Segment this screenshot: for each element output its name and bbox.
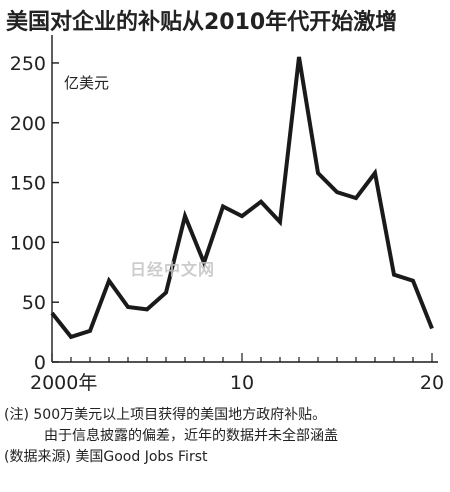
chart-axes: [51, 35, 438, 363]
x-tick-label: 20: [420, 372, 444, 394]
y-tick-label: 50: [22, 292, 46, 314]
x-tick-label: 10: [230, 372, 254, 394]
x-axis-ticks: 2000年 10 20: [30, 353, 444, 394]
series-line: [50, 56, 434, 340]
line-chart: 0 50 100 150 200 250 2000年 10 20 亿美元: [10, 35, 444, 394]
y-tick-label: 150: [10, 173, 46, 195]
footnotes: (注) 500万美元以上项目获得的美国地方政府补贴。 由于信息披露的偏差，近年的…: [4, 405, 338, 468]
source-line: (数据来源) 美国Good Jobs First: [4, 449, 208, 465]
watermark: 日经中文网: [130, 260, 216, 279]
y-tick-label: 250: [10, 53, 46, 75]
note-line: (注) 500万美元以上项目获得的美国地方政府补贴。: [4, 407, 327, 423]
y-tick-label: 100: [10, 232, 46, 254]
data-line: [50, 56, 434, 340]
y-axis-unit-label: 亿美元: [64, 74, 109, 92]
y-axis-ticks: 0 50 100 150 200 250: [10, 53, 59, 374]
chart-title: 美国对企业的补贴从2010年代开始激增: [6, 10, 398, 35]
y-tick-label: 0: [34, 352, 46, 374]
y-tick-label: 200: [10, 113, 46, 135]
x-tick-label: 2000年: [30, 372, 97, 394]
note-line-continued: 由于信息披露的偏差，近年的数据并未全部涵盖: [44, 428, 338, 444]
